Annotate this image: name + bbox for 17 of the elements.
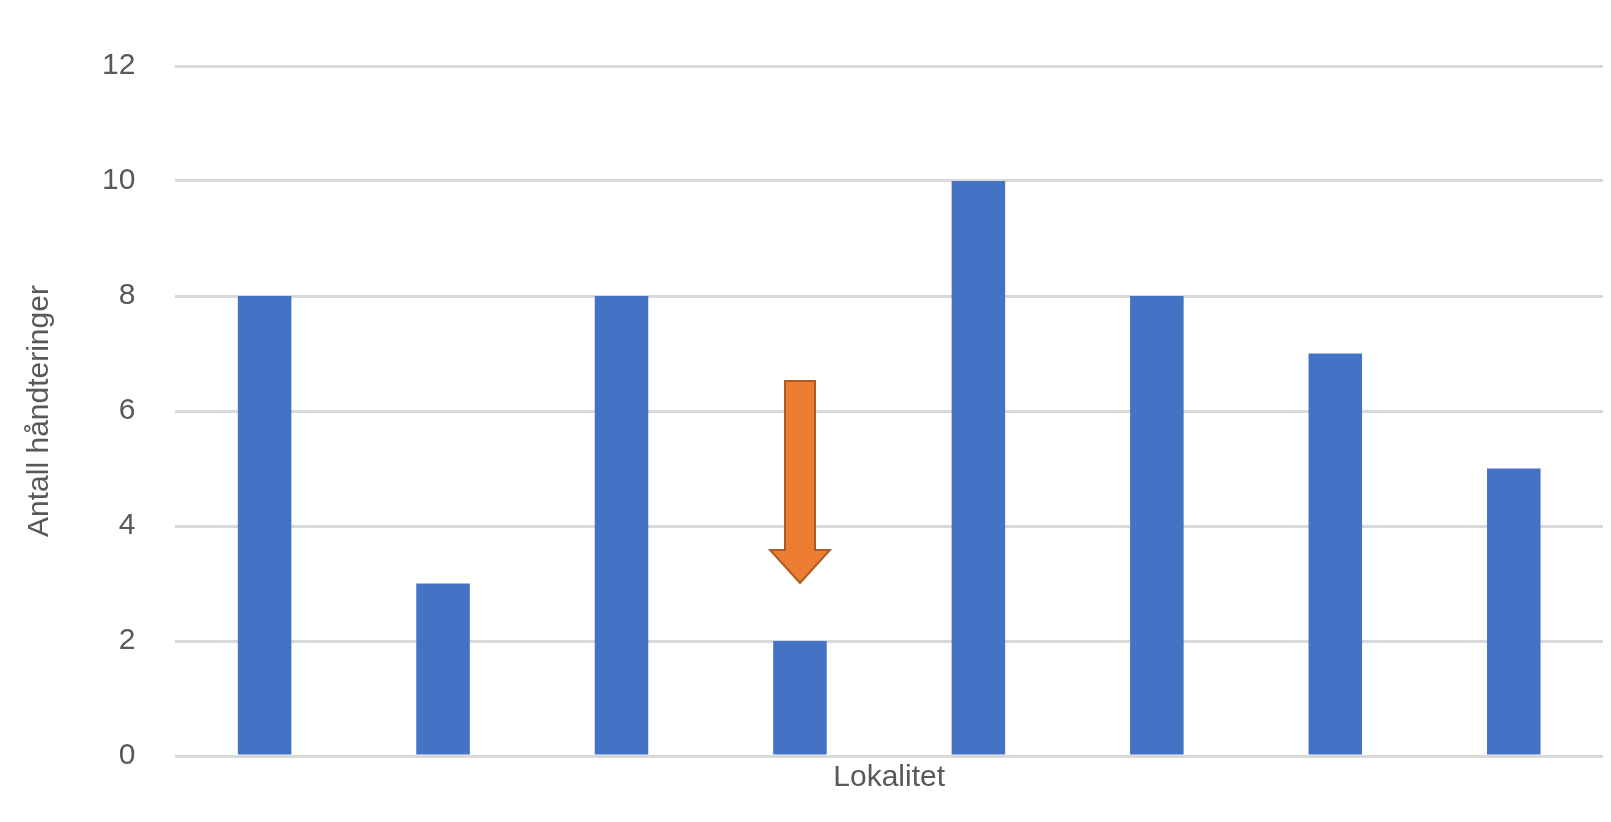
bar — [416, 583, 470, 755]
x-axis-title: Lokalitet — [833, 759, 946, 793]
bar — [951, 181, 1006, 755]
y-tick-label: 2 — [118, 622, 136, 656]
y-tick-label: 0 — [118, 737, 136, 771]
bar — [1487, 468, 1541, 755]
y-tick-label: 8 — [118, 277, 136, 311]
y-tick-label: 4 — [118, 507, 136, 541]
y-tick-label: 12 — [101, 47, 136, 81]
bar — [594, 296, 649, 755]
y-tick-label: 6 — [118, 392, 136, 426]
y-axis-title: Antall håndteringer — [21, 285, 55, 537]
bar — [1308, 353, 1363, 755]
bar — [773, 641, 827, 755]
bar — [1130, 296, 1184, 755]
y-tick-label: 10 — [101, 162, 136, 196]
bar — [237, 296, 292, 755]
